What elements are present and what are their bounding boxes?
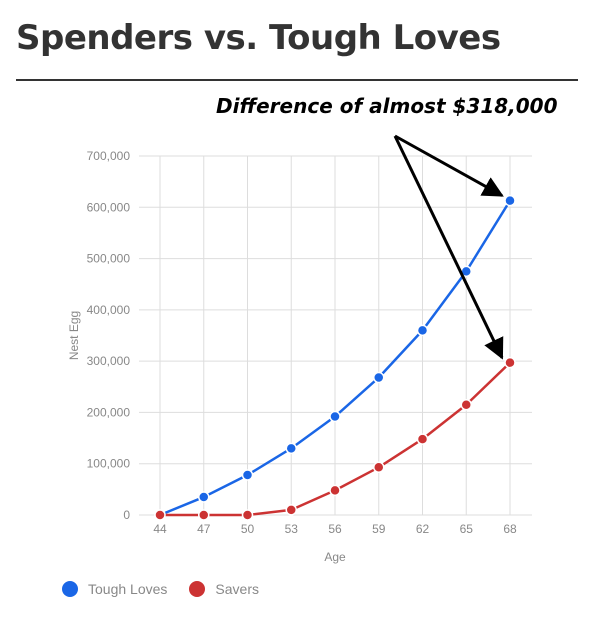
legend-label: Savers [215,581,259,597]
legend-label: Tough Loves [88,581,168,597]
x-tick-label: 53 [285,522,299,536]
data-point-savers[interactable] [241,509,254,521]
tough-loves-marker-icon [62,581,78,597]
legend-item-tough-loves[interactable]: Tough Loves [62,581,167,597]
data-point-tough-loves[interactable] [198,491,210,503]
y-axis-title: Nest Egg [67,311,81,360]
y-tick-label: 600,000 [87,200,131,214]
x-axis-title: Age [324,550,346,564]
annotation-arrow-savers [393,135,504,360]
data-point-savers[interactable] [504,356,516,369]
y-tick-label: 300,000 [87,354,131,368]
y-tick-label: 500,000 [87,252,131,266]
x-tick-label: 59 [372,522,386,536]
data-point-savers[interactable] [285,504,297,516]
title-divider [16,79,578,81]
annotation-arrows [393,134,504,360]
annotation-arrow-tough-loves [394,134,504,197]
x-tick-label: 62 [416,522,430,536]
chart-title: Spenders vs. Tough Loves [16,18,501,58]
y-tick-label: 700,000 [87,149,131,163]
x-tick-label: 44 [153,522,167,536]
data-point-tough-loves[interactable] [504,194,516,207]
legend-item-savers[interactable]: Savers [189,581,259,597]
y-tick-label: 400,000 [87,303,131,317]
y-tick-label: 100,000 [87,457,131,471]
y-tick-label: 0 [123,508,130,522]
x-axis-ticks: 44 47 50 53 56 59 62 65 68 [153,522,517,536]
data-point-savers[interactable] [198,509,210,521]
data-point-tough-loves[interactable] [373,371,385,384]
data-point-tough-loves[interactable] [285,442,297,455]
x-tick-label: 68 [503,522,517,536]
x-tick-label: 65 [460,522,474,536]
y-tick-label: 200,000 [87,405,131,419]
y-axis-ticks: 0 100,000 200,000 300,000 400,000 500,000 600,… [87,149,131,522]
data-point-savers[interactable] [460,398,472,411]
x-tick-label: 50 [241,522,255,536]
x-tick-label: 56 [328,522,342,536]
data-point-tough-loves[interactable] [329,410,341,423]
data-point-savers[interactable] [329,484,341,497]
data-point-tough-loves[interactable] [416,324,429,337]
data-point-savers[interactable] [154,509,166,521]
series [154,194,516,521]
x-tick-label: 47 [197,522,211,536]
data-point-savers[interactable] [416,433,429,445]
data-point-tough-loves[interactable] [241,469,254,481]
grid [139,155,532,516]
data-point-savers[interactable] [373,461,385,474]
savers-marker-icon [189,581,206,597]
difference-annotation: Difference of almost $318,000 [216,94,558,118]
legend: Tough Loves Savers [62,581,281,597]
